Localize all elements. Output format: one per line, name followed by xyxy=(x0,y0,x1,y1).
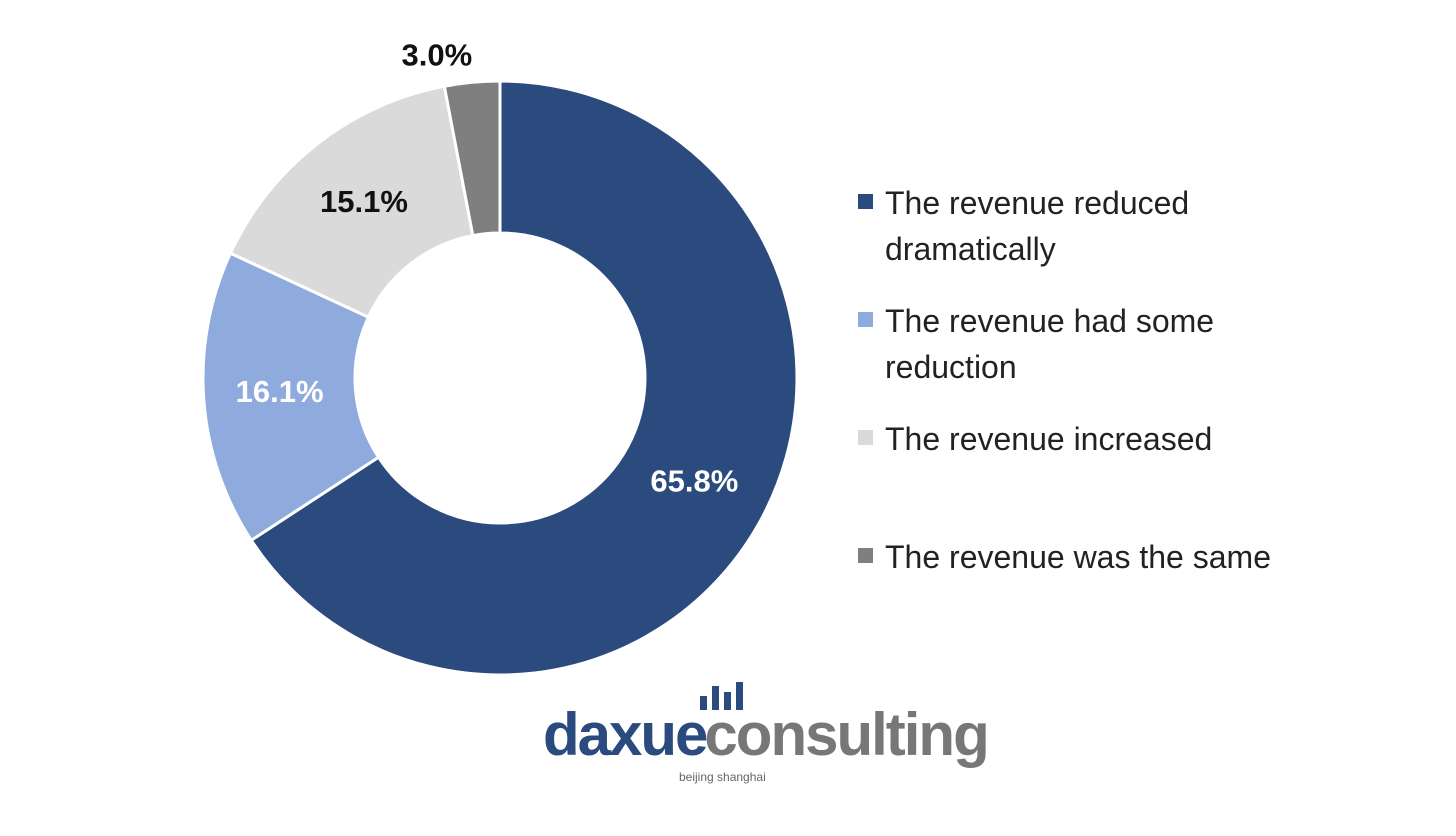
legend-swatch xyxy=(858,312,873,327)
slice-label: 15.1% xyxy=(320,184,408,219)
slice-label: 65.8% xyxy=(650,463,738,498)
legend-label: The revenue reduced dramatically xyxy=(885,185,1190,267)
legend-item: The revenue had some reduction xyxy=(858,298,1288,390)
legend-swatch xyxy=(858,430,873,445)
logo-icon xyxy=(700,682,743,710)
logo-brand: consulting xyxy=(704,701,989,768)
logo-brand: daxue xyxy=(543,701,708,768)
logo: daxue consulting beijing shanghai xyxy=(543,682,1043,800)
legend-swatch xyxy=(858,194,873,209)
legend-label: The revenue had some reduction xyxy=(885,303,1215,385)
donut-slice xyxy=(442,79,502,238)
legend-item: The revenue was the same xyxy=(858,534,1288,580)
donut-slice xyxy=(249,79,799,677)
legend-item: The revenue reduced dramatically xyxy=(858,180,1288,272)
legend-label: The revenue increased xyxy=(885,421,1213,457)
donut-slice xyxy=(201,251,381,543)
slice-label: 3.0% xyxy=(402,37,473,72)
legend-swatch xyxy=(858,548,873,563)
logo-tagline: beijing shanghai xyxy=(679,770,766,784)
legend-label: The revenue was the same xyxy=(885,539,1271,575)
slice-label: 16.1% xyxy=(236,374,324,409)
donut-slice xyxy=(228,84,475,320)
legend-item: The revenue increased xyxy=(858,416,1288,462)
